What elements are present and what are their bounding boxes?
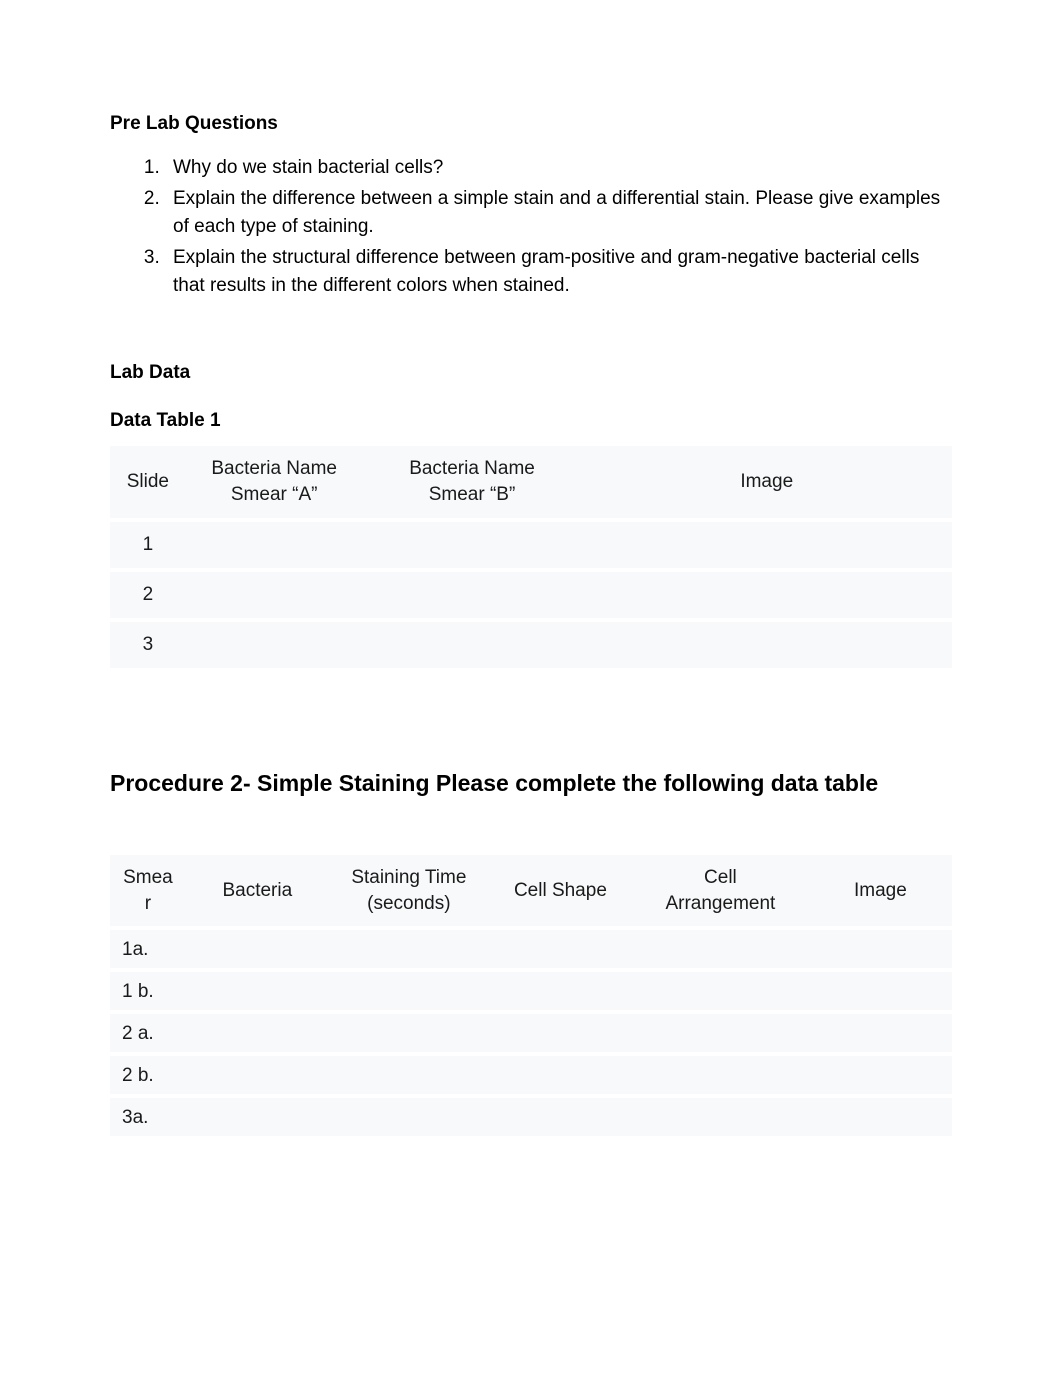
cell-arrangement — [632, 1056, 809, 1098]
cell-shape — [489, 930, 632, 972]
col-header-line: Smea — [123, 867, 173, 888]
col-header-smear-b: Bacteria Name Smear “B” — [363, 446, 582, 521]
cell-smear-a — [186, 622, 363, 672]
procedure-2-heading: Procedure 2- Simple Staining Please comp… — [110, 767, 952, 800]
col-header-smear: Smea r — [110, 855, 186, 930]
cell-shape — [489, 1014, 632, 1056]
cell-image — [809, 1014, 952, 1056]
prelab-item: Explain the difference between a simple … — [165, 185, 952, 240]
cell-smear: 1 b. — [110, 972, 186, 1014]
data-table-1-heading: Data Table 1 — [110, 407, 952, 435]
cell-image — [809, 972, 952, 1014]
table-header-row: Slide Bacteria Name Smear “A” Bacteria N… — [110, 446, 952, 521]
cell-image — [809, 1098, 952, 1140]
col-header-line: Cell — [704, 867, 737, 888]
col-header-line: Arrangement — [665, 893, 775, 914]
cell-slide: 3 — [110, 622, 186, 672]
cell-time — [329, 972, 489, 1014]
table-row: 2 — [110, 572, 952, 622]
cell-arrangement — [632, 930, 809, 972]
col-header-image: Image — [581, 446, 952, 521]
cell-smear-b — [363, 572, 582, 622]
col-header-slide: Slide — [110, 446, 186, 521]
cell-bacteria — [186, 930, 329, 972]
cell-smear-a — [186, 572, 363, 622]
cell-smear: 2 a. — [110, 1014, 186, 1056]
col-header-line: Bacteria Name — [409, 458, 535, 479]
col-header-line: Bacteria Name — [211, 458, 337, 479]
table-row: 1 — [110, 522, 952, 572]
table-row: 3a. — [110, 1098, 952, 1140]
col-header-line: (seconds) — [367, 893, 450, 914]
cell-time — [329, 930, 489, 972]
col-header-line: Smear “A” — [231, 484, 318, 505]
cell-smear-b — [363, 622, 582, 672]
cell-arrangement — [632, 1014, 809, 1056]
cell-image — [581, 522, 952, 572]
cell-shape — [489, 1056, 632, 1098]
table-header-row: Smea r Bacteria Staining Time (seconds) … — [110, 855, 952, 930]
prelab-heading: Pre Lab Questions — [110, 110, 952, 138]
cell-smear-b — [363, 522, 582, 572]
cell-arrangement — [632, 1098, 809, 1140]
cell-smear: 3a. — [110, 1098, 186, 1140]
cell-shape — [489, 1098, 632, 1140]
cell-time — [329, 1014, 489, 1056]
cell-bacteria — [186, 1056, 329, 1098]
cell-arrangement — [632, 972, 809, 1014]
col-header-line: Staining Time — [351, 867, 466, 888]
cell-time — [329, 1098, 489, 1140]
table-row: 3 — [110, 622, 952, 672]
table-row: 1 b. — [110, 972, 952, 1014]
cell-image — [809, 930, 952, 972]
cell-bacteria — [186, 972, 329, 1014]
cell-shape — [489, 972, 632, 1014]
col-header-bacteria: Bacteria — [186, 855, 329, 930]
col-header-smear-a: Bacteria Name Smear “A” — [186, 446, 363, 521]
cell-image — [581, 572, 952, 622]
cell-bacteria — [186, 1014, 329, 1056]
col-header-image: Image — [809, 855, 952, 930]
cell-slide: 2 — [110, 572, 186, 622]
col-header-staining-time: Staining Time (seconds) — [329, 855, 489, 930]
cell-time — [329, 1056, 489, 1098]
cell-image — [581, 622, 952, 672]
data-table-1: Slide Bacteria Name Smear “A” Bacteria N… — [110, 446, 952, 671]
col-header-cell-shape: Cell Shape — [489, 855, 632, 930]
cell-slide: 1 — [110, 522, 186, 572]
col-header-line: r — [145, 893, 151, 914]
prelab-item: Why do we stain bacterial cells? — [165, 154, 952, 182]
labdata-heading: Lab Data — [110, 359, 952, 387]
cell-bacteria — [186, 1098, 329, 1140]
prelab-list: Why do we stain bacterial cells? Explain… — [110, 154, 952, 300]
col-header-cell-arrangement: Cell Arrangement — [632, 855, 809, 930]
table-row: 2 b. — [110, 1056, 952, 1098]
col-header-line: Smear “B” — [429, 484, 516, 505]
cell-smear-a — [186, 522, 363, 572]
prelab-item: Explain the structural difference betwee… — [165, 244, 952, 299]
cell-image — [809, 1056, 952, 1098]
data-table-2: Smea r Bacteria Staining Time (seconds) … — [110, 855, 952, 1140]
table-row: 2 a. — [110, 1014, 952, 1056]
cell-smear: 1a. — [110, 930, 186, 972]
table-row: 1a. — [110, 930, 952, 972]
cell-smear: 2 b. — [110, 1056, 186, 1098]
